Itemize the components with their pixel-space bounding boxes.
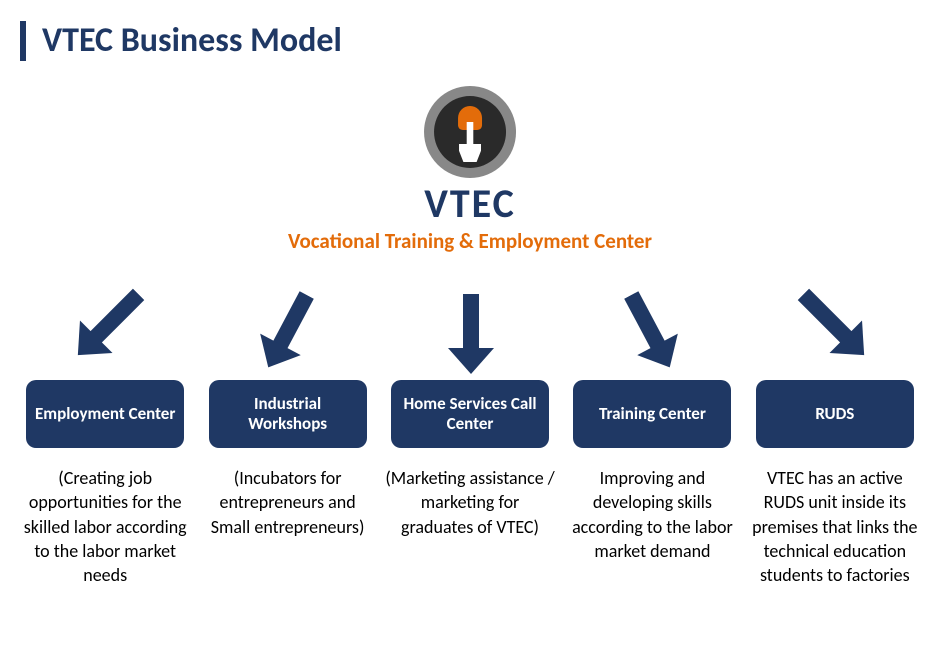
title-accent-bar <box>20 21 26 61</box>
pillar-description: Improving and developing skills accordin… <box>566 466 738 563</box>
pillar-description: (Marketing assistance / marketing for gr… <box>384 466 556 539</box>
brand-name: VTEC <box>288 184 652 224</box>
arrows-row <box>0 288 940 378</box>
pillar: RUDS VTEC has an active RUDS unit inside … <box>748 380 922 587</box>
pillar: Home Services Call Center (Marketing assi… <box>383 380 557 587</box>
gear-icon <box>434 96 506 168</box>
pillar: Training Center Improving and developing … <box>565 380 739 587</box>
arrow-icon <box>448 294 494 378</box>
pillar-description: (Creating job opportunities for the skil… <box>19 466 191 587</box>
arrow-icon <box>611 284 692 382</box>
pillar-box: RUDS <box>756 380 914 448</box>
pillar: Employment Center (Creating job opportuni… <box>18 380 192 587</box>
arrow-icon <box>787 278 883 374</box>
logo-circle <box>424 86 516 178</box>
pillar-description: VTEC has an active RUDS unit inside its … <box>749 466 921 587</box>
page-title: VTEC Business Model <box>42 20 342 61</box>
pillars-row: Employment Center (Creating job opportuni… <box>0 380 940 587</box>
arrow-icon <box>246 284 327 382</box>
pillar-box: Training Center <box>573 380 731 448</box>
pillar-box: Employment Center <box>26 380 184 448</box>
title-bar: VTEC Business Model <box>20 20 342 61</box>
logo-area: VTEC Vocational Training & Employment Ce… <box>288 86 652 254</box>
pillar-box: Home Services Call Center <box>391 380 549 448</box>
brand-tagline: Vocational Training & Employment Center <box>288 228 652 254</box>
pillar-description: (Incubators for entrepreneurs and Small … <box>202 466 374 539</box>
arrow-icon <box>59 278 155 374</box>
pillar: Industrial Workshops (Incubators for entr… <box>200 380 374 587</box>
pillar-box: Industrial Workshops <box>209 380 367 448</box>
